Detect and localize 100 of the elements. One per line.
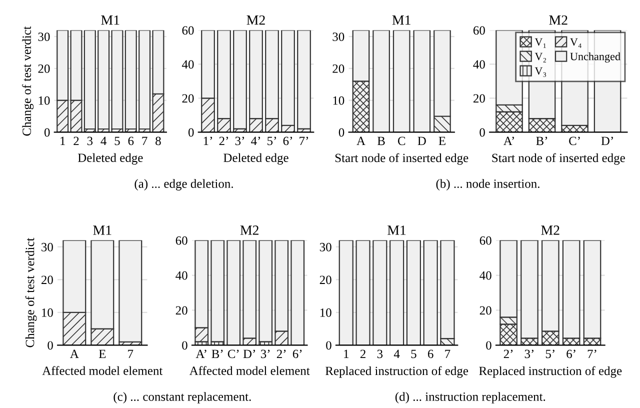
y-tick-label: 10 <box>333 96 344 105</box>
y-tick-label: 20 <box>182 94 194 103</box>
x-tick-label: 7’ <box>300 136 308 146</box>
x-axis-title: Deleted edge <box>224 153 288 165</box>
bar <box>290 240 305 346</box>
y-tick-label: 0 <box>44 128 50 137</box>
x-axis-title: Start node of inserted edge <box>335 153 468 165</box>
y-tick-label: 60 <box>182 26 194 35</box>
x-axis-title: Replaced instruction of edge <box>325 366 468 378</box>
x-tick-label: 6 <box>128 136 134 146</box>
y-tick-label: 10 <box>42 308 53 317</box>
bar <box>372 30 390 132</box>
x-tick-label: 2’ <box>219 136 228 146</box>
legend-label: Unchanged <box>570 52 620 63</box>
x-tick-label: E <box>98 350 106 358</box>
y-tick-label: 40 <box>480 271 492 280</box>
x-tick-label: 2 <box>360 350 366 358</box>
chart-title: M1 <box>392 15 410 25</box>
y-axis-title: Change of test verdict <box>22 26 34 136</box>
x-tick-label: 7 <box>445 350 450 358</box>
x-tick-label: 7 <box>128 350 134 358</box>
y-tick-label: 0 <box>486 341 492 350</box>
x-tick-label: D <box>418 136 426 146</box>
x-tick-label: 3’ <box>235 136 244 146</box>
chart-title: M1 <box>101 15 120 25</box>
bar <box>258 240 273 342</box>
bar <box>233 30 247 130</box>
x-tick-label: 6’ <box>566 350 576 358</box>
text: (b) ... node insertion. <box>436 179 540 190</box>
x-tick-label: 7 <box>142 136 148 146</box>
y-tick-label: 10 <box>320 308 332 317</box>
x-tick-label: A <box>356 136 366 146</box>
x-tick-label: A’ <box>196 350 206 358</box>
x-tick-label: 1’ <box>204 136 212 146</box>
y-tick-label: 30 <box>38 32 50 42</box>
x-tick-label: 4 <box>394 350 400 358</box>
x-tick-label: A <box>70 350 79 358</box>
legend-label: V₄ <box>570 38 582 48</box>
bar <box>392 30 410 132</box>
y-tick-label: 60 <box>473 26 485 35</box>
x-tick-label: C’ <box>228 350 239 358</box>
x-tick-label: 6 <box>428 350 434 358</box>
x-tick-label: 4’ <box>251 136 260 146</box>
bar <box>118 240 142 342</box>
chart-title: M1 <box>93 226 112 235</box>
x-tick-label: 3’ <box>524 350 534 358</box>
x-tick-label: 3’ <box>260 350 270 358</box>
y-tick-label: 20 <box>41 276 53 284</box>
y-tick-label: 20 <box>176 306 188 315</box>
x-tick-label: 2’ <box>276 350 286 358</box>
x-tick-label: D’ <box>601 136 613 146</box>
x-tick-label: 5’ <box>268 136 276 146</box>
legend-label: V₂ <box>534 52 546 62</box>
chart-title: M1 <box>388 226 406 235</box>
y-tick-label: 0 <box>326 341 332 350</box>
x-axis-title: Start node of inserted edge <box>492 153 625 165</box>
y-tick-label: 10 <box>38 96 50 105</box>
x-tick-label: 6’ <box>283 136 292 146</box>
x-tick-label: 6’ <box>292 350 302 358</box>
legend-label: V₁ <box>534 38 546 48</box>
bar <box>297 30 311 130</box>
y-tick-label: 20 <box>320 276 332 284</box>
x-tick-label: 8 <box>156 136 161 146</box>
x-tick-label: 2 <box>74 136 79 146</box>
x-tick-label: C’ <box>569 136 580 146</box>
chart-title: M2 <box>549 15 568 25</box>
y-tick-label: 0 <box>48 341 53 350</box>
x-tick-label: 3 <box>377 350 383 358</box>
y-tick-label: 40 <box>176 271 188 280</box>
y-tick-label: 20 <box>38 64 50 73</box>
x-tick-label: E <box>438 136 446 146</box>
chart-title: M2 <box>246 15 265 25</box>
x-axis-title: Replaced instruction of edge <box>479 366 622 378</box>
y-tick-label: 0 <box>338 128 344 137</box>
y-tick-label: 20 <box>473 94 485 103</box>
chart-title: M2 <box>541 226 560 235</box>
x-tick-label: 3 <box>87 136 93 146</box>
text: (d) ... instruction replacement. <box>395 392 546 404</box>
x-tick-label: 1 <box>60 136 65 146</box>
y-tick-label: 20 <box>480 306 492 315</box>
bar <box>413 30 431 132</box>
x-axis-title: Affected model element <box>189 366 310 376</box>
text: (a) ... edge deletion. <box>134 179 233 190</box>
y-tick-label: 0 <box>182 341 188 350</box>
y-axis-title: Change of test verdict <box>25 238 37 348</box>
y-tick-label: 30 <box>42 242 53 252</box>
bar <box>210 240 225 342</box>
x-axis-title: Deleted edge <box>78 153 143 165</box>
y-tick-label: 40 <box>182 60 194 69</box>
chart-title: M2 <box>240 226 258 235</box>
y-tick-label: 40 <box>473 60 485 69</box>
x-tick-label: B’ <box>536 136 548 146</box>
x-axis-title: Affected model element <box>42 366 163 376</box>
y-tick-label: 30 <box>320 242 332 252</box>
legend-label: V₃ <box>534 67 546 77</box>
x-tick-label: B <box>377 136 385 146</box>
y-tick-label: 30 <box>332 32 344 42</box>
x-tick-label: 4 <box>100 136 106 146</box>
x-tick-label: 5 <box>411 350 416 358</box>
y-tick-label: 60 <box>480 236 492 245</box>
